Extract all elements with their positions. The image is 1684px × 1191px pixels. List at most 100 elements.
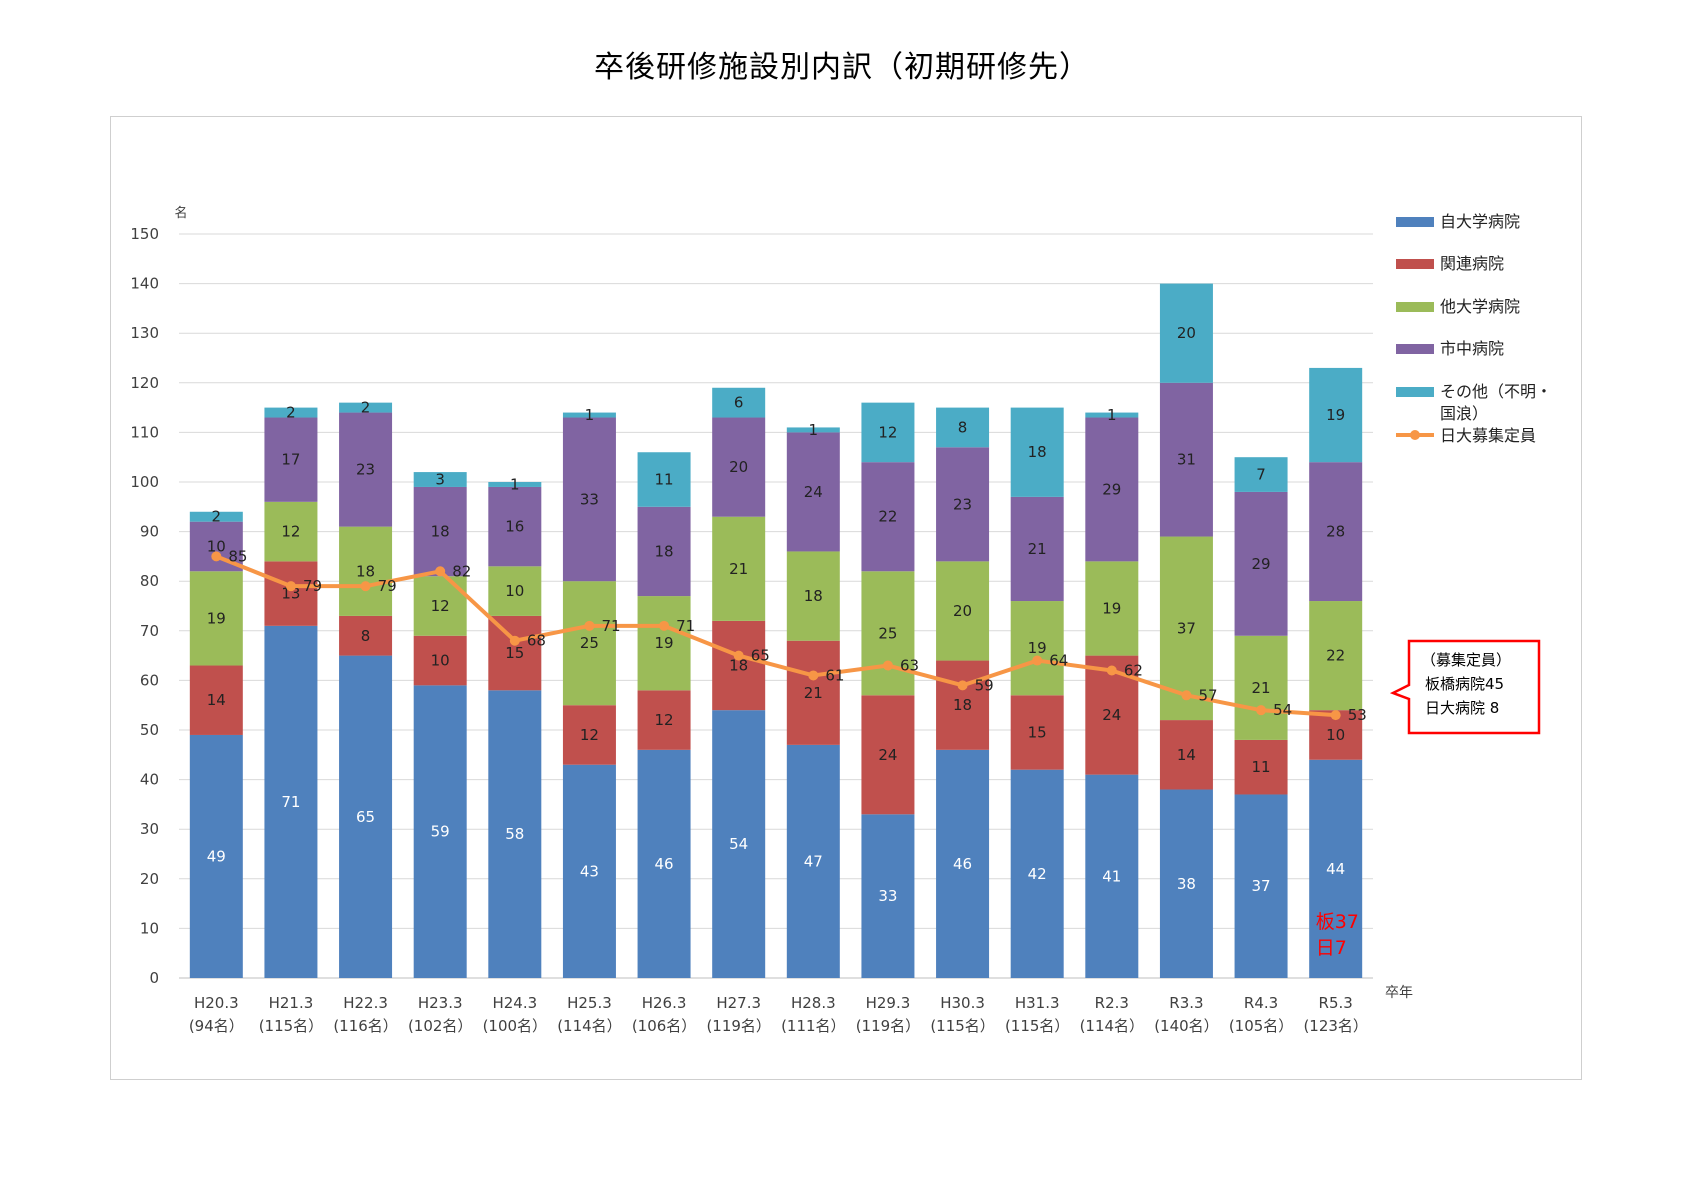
bar-segment [936,407,990,448]
bar-segment [562,581,616,706]
bar-segment [861,571,915,696]
bar-segment [861,462,915,572]
bar-segment [786,640,840,745]
legend-label: その他（不明・ [1440,382,1552,401]
y-tick-label: 150 [130,225,159,243]
bar-segment [637,690,691,750]
bar-segment [189,734,243,978]
bar-segment [1085,412,1139,418]
data-label: 46 [953,855,972,873]
bar-segment [637,452,691,507]
data-label: 25 [878,624,897,642]
data-label: 28 [1326,523,1345,541]
line-data-label: 63 [900,657,919,675]
line-series-path [215,554,1336,718]
line-point [584,620,595,631]
data-label: 18 [1028,443,1047,461]
data-label: 19 [1326,406,1345,424]
line-point [808,670,819,681]
bar-segment [562,412,616,418]
x-tick-sublabel: (116名） [333,1017,397,1035]
data-label: 10 [431,652,450,670]
data-label: 17 [281,451,300,469]
data-label: 10 [1326,726,1345,744]
bar-segment [488,482,542,487]
x-tick-label: H22.3 [343,994,388,1012]
bar-segment [1010,695,1064,770]
data-label: 24 [1102,706,1121,724]
data-label: 2 [286,404,296,422]
bar-segment [936,660,990,750]
bar-segment [936,749,990,978]
x-tick-label: H28.3 [791,994,836,1012]
callout-box [1389,639,1541,735]
bar-segment [189,571,243,666]
x-tick-sublabel: (115名） [259,1017,323,1035]
bar-segment [1309,759,1363,978]
bar-segment [264,561,318,626]
legend-label: 関連病院 [1440,254,1504,273]
bar-segment [413,685,467,978]
data-label: 6 [734,394,744,412]
y-tick-label: 50 [140,721,159,739]
bar-segment [562,417,616,582]
x-tick-label: H23.3 [418,994,463,1012]
data-label: 15 [505,644,524,662]
data-label: 12 [580,726,599,744]
data-label: 58 [505,825,524,843]
data-label: 2 [361,399,371,417]
data-label: 19 [1028,639,1047,657]
bar-segment [339,655,393,978]
line-data-label: 65 [751,647,770,665]
bar-segment [339,615,393,656]
bar-segment [786,427,840,433]
bar-segment [936,447,990,562]
data-label: 21 [804,684,823,702]
data-label: 7 [1256,466,1266,484]
x-tick-sublabel: (111名） [781,1017,845,1035]
data-label: 29 [1252,555,1271,573]
data-label: 2 [212,508,222,526]
x-tick-label: R2.3 [1095,994,1129,1012]
x-tick-label: H26.3 [642,994,687,1012]
line-point [360,581,371,592]
bar-segment [339,526,393,616]
bar-segment [1309,462,1363,602]
bar-segment [1085,417,1139,562]
data-label: 12 [878,423,897,441]
x-tick-sublabel: (94名） [189,1017,244,1035]
y-tick-label: 20 [140,870,159,888]
bar-segment [1234,491,1288,636]
bar-segment [1085,561,1139,656]
bar-segment [712,620,766,711]
data-label: 38 [1177,875,1196,893]
bar-segment [264,407,318,418]
line-point [957,680,968,691]
line-data-label: 53 [1348,706,1367,724]
callout-text: 日大病院 8 [1425,699,1499,717]
data-label: 8 [361,627,371,645]
data-label: 41 [1102,867,1121,885]
legend-swatch [1396,217,1434,227]
bar-segment [1085,774,1139,978]
x-tick-sublabel: (102名） [408,1017,472,1035]
data-label: 18 [356,562,375,580]
line-data-label: 71 [676,617,695,635]
data-label: 18 [655,542,674,560]
chart-title: 卒後研修施設別内訳（初期研修先） [594,50,1090,85]
bar-segment [1159,720,1213,790]
data-label: 25 [580,634,599,652]
bar-segment [264,417,318,502]
bar-segment [637,749,691,978]
bar-segment [1010,407,1064,497]
line-data-label: 64 [1049,652,1068,670]
data-label: 1 [1107,406,1117,424]
data-label: 47 [804,852,823,870]
y-tick-label: 60 [140,671,159,689]
x-tick-label: H21.3 [269,994,314,1012]
x-tick-label: H20.3 [194,994,239,1012]
x-tick-sublabel: (123名） [1303,1017,1367,1035]
x-tick-sublabel: (115名） [1005,1017,1069,1035]
bar-segment [1159,382,1213,537]
bar-segment [1010,496,1064,602]
